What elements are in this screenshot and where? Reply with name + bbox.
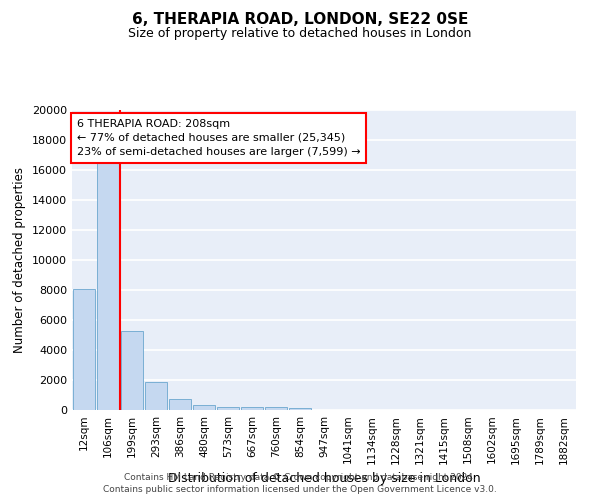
Text: 6, THERAPIA ROAD, LONDON, SE22 0SE: 6, THERAPIA ROAD, LONDON, SE22 0SE	[132, 12, 468, 28]
X-axis label: Distribution of detached houses by size in London: Distribution of detached houses by size …	[167, 472, 481, 485]
Text: Size of property relative to detached houses in London: Size of property relative to detached ho…	[128, 28, 472, 40]
Text: 6 THERAPIA ROAD: 208sqm
← 77% of detached houses are smaller (25,345)
23% of sem: 6 THERAPIA ROAD: 208sqm ← 77% of detache…	[77, 119, 361, 157]
Bar	[265, 408, 287, 410]
Bar	[169, 399, 191, 410]
Bar	[121, 330, 143, 410]
Bar	[73, 288, 95, 410]
Bar	[145, 382, 167, 410]
Bar	[193, 405, 215, 410]
Bar	[217, 406, 239, 410]
Text: Contains public sector information licensed under the Open Government Licence v3: Contains public sector information licen…	[103, 485, 497, 494]
Bar	[241, 407, 263, 410]
Y-axis label: Number of detached properties: Number of detached properties	[13, 167, 26, 353]
Bar	[97, 161, 119, 410]
Text: Contains HM Land Registry data © Crown copyright and database right 2024.: Contains HM Land Registry data © Crown c…	[124, 472, 476, 482]
Bar	[289, 408, 311, 410]
